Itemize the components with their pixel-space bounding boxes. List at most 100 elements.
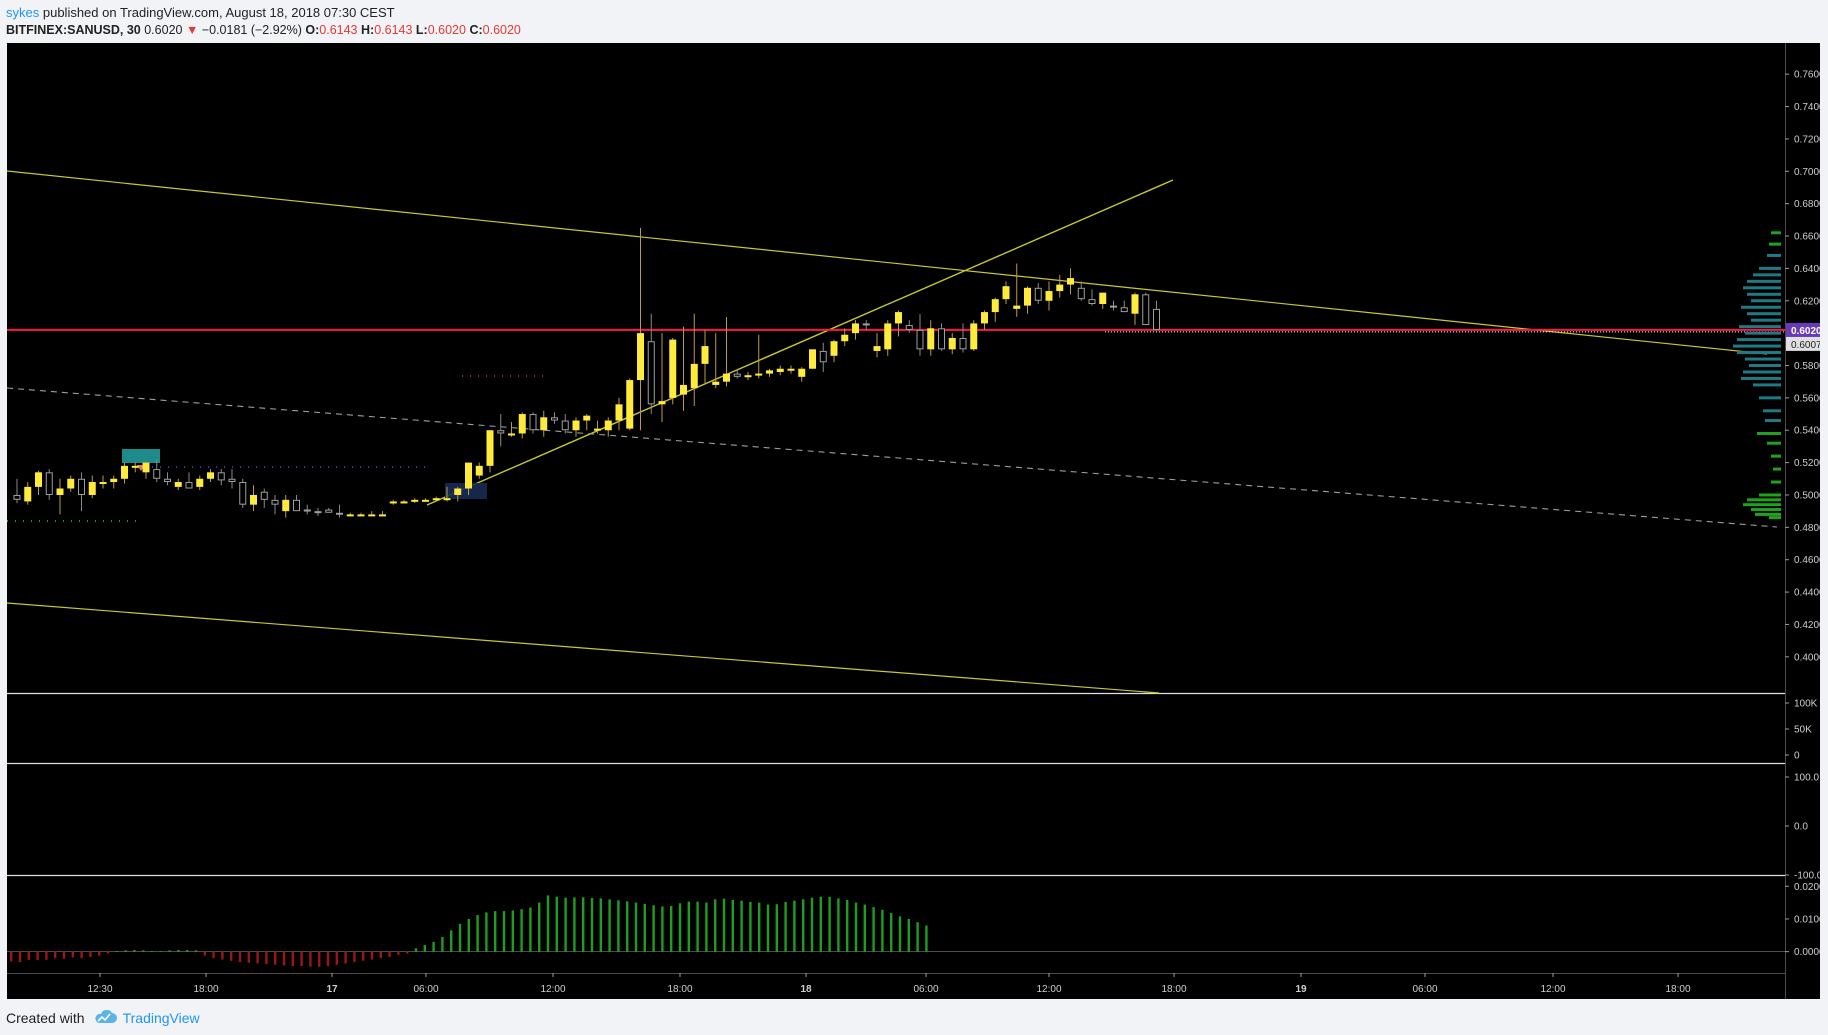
histogram-bar: [423, 945, 426, 952]
candle-body: [454, 488, 462, 495]
histogram-bar: [731, 900, 734, 952]
candle-body: [701, 346, 709, 364]
histogram-bar: [758, 902, 761, 952]
histogram-bar: [203, 951, 206, 956]
tradingview-cloud-icon[interactable]: [93, 1009, 117, 1027]
oscillator-tick-label: 100.0: [1794, 773, 1819, 784]
candle-body: [121, 465, 128, 479]
candle-body: [1067, 278, 1074, 285]
candle-body: [78, 478, 85, 495]
time-tick-label: 06:00: [913, 984, 938, 995]
histogram-bar: [802, 899, 805, 952]
histogram-bar: [819, 896, 822, 952]
histogram-bar: [837, 898, 840, 952]
candle-body: [712, 381, 720, 385]
annotation-box: [122, 449, 160, 463]
symbol-label[interactable]: BITFINEX:SANUSD, 30: [6, 23, 141, 37]
secondary-price-badge: [1786, 336, 1820, 351]
time-tick-label: 06:00: [1412, 984, 1437, 995]
candle-body: [153, 469, 161, 479]
high-label: H:: [360, 23, 375, 37]
candle-body: [873, 346, 881, 351]
candle-body: [1056, 284, 1064, 292]
candle-body: [131, 465, 139, 468]
time-tick-label: 06:00: [413, 984, 438, 995]
histogram-bar: [476, 915, 479, 952]
candle-body: [583, 415, 591, 421]
histogram-bar: [98, 951, 101, 956]
histogram-bar: [80, 951, 83, 959]
volume-profile-bar: [1743, 370, 1781, 374]
histogram-bar: [590, 898, 594, 952]
candle-body: [196, 478, 204, 487]
volume-profile-bar: [1741, 376, 1781, 380]
candle-body: [1131, 294, 1139, 314]
histogram-bar: [678, 903, 682, 952]
publish-line: sykes published on TradingView.com, Augu…: [6, 5, 395, 20]
volume-profile-bar: [1757, 431, 1781, 435]
histogram-bar: [458, 923, 462, 952]
candle-body: [637, 333, 644, 381]
candle-body: [669, 339, 677, 398]
histogram-bar: [881, 909, 884, 952]
candle-body: [346, 514, 354, 517]
candle-body: [486, 430, 494, 466]
histogram-bar: [133, 950, 136, 952]
volume-profile-bar: [1733, 344, 1781, 348]
candle-body: [99, 482, 107, 485]
candle-body: [56, 488, 64, 495]
candle-body: [325, 509, 333, 513]
candle-body: [733, 373, 741, 377]
time-tick-label: 18: [800, 984, 812, 995]
candle-body: [422, 499, 429, 502]
time-tick-label: 12:00: [1540, 984, 1565, 995]
tradingview-link[interactable]: TradingView: [122, 1010, 200, 1026]
histogram-bar: [740, 900, 743, 952]
candle-body: [991, 299, 999, 313]
low-value: 0.6020: [427, 23, 466, 37]
time-tick-label: 18:00: [193, 984, 218, 995]
histogram-bar: [309, 951, 312, 967]
histogram-bar: [538, 902, 541, 952]
oscillator-tick-label: 0.0: [1794, 822, 1808, 833]
secondary-price-badge-label: 0.6007: [1791, 340, 1820, 351]
candle-body: [841, 334, 849, 342]
volume-profile-bar: [1767, 441, 1781, 445]
candle-body: [411, 499, 419, 502]
histogram-bar: [784, 901, 787, 952]
volume-profile-bar: [1759, 396, 1781, 400]
volume-profile-bar: [1743, 286, 1781, 290]
price-change: −0.0181 (−2.92%): [201, 23, 302, 37]
created-with-text: Created with: [6, 1010, 85, 1026]
candle-body: [690, 363, 698, 389]
histogram-bar: [529, 907, 532, 952]
candle-body: [959, 337, 967, 350]
histogram-bar: [326, 951, 330, 967]
histogram-bar: [247, 951, 250, 963]
candle-body: [862, 323, 870, 326]
volume-profile-bar: [1753, 383, 1781, 387]
histogram-bar: [766, 904, 770, 952]
histogram-bar: [846, 900, 849, 952]
candle-body: [250, 494, 257, 505]
candle-body: [615, 404, 623, 421]
candle-body: [744, 375, 752, 378]
volume-profile-bar: [1743, 503, 1781, 507]
author-link[interactable]: sykes: [6, 5, 40, 20]
candle-body: [551, 417, 558, 421]
volume-profile-bar: [1763, 409, 1781, 413]
volume-profile-bar: [1749, 364, 1781, 367]
volume-profile-bar: [1771, 480, 1781, 484]
histogram-bar: [300, 951, 303, 967]
histogram-bar: [106, 951, 110, 954]
candle-body: [723, 373, 730, 382]
